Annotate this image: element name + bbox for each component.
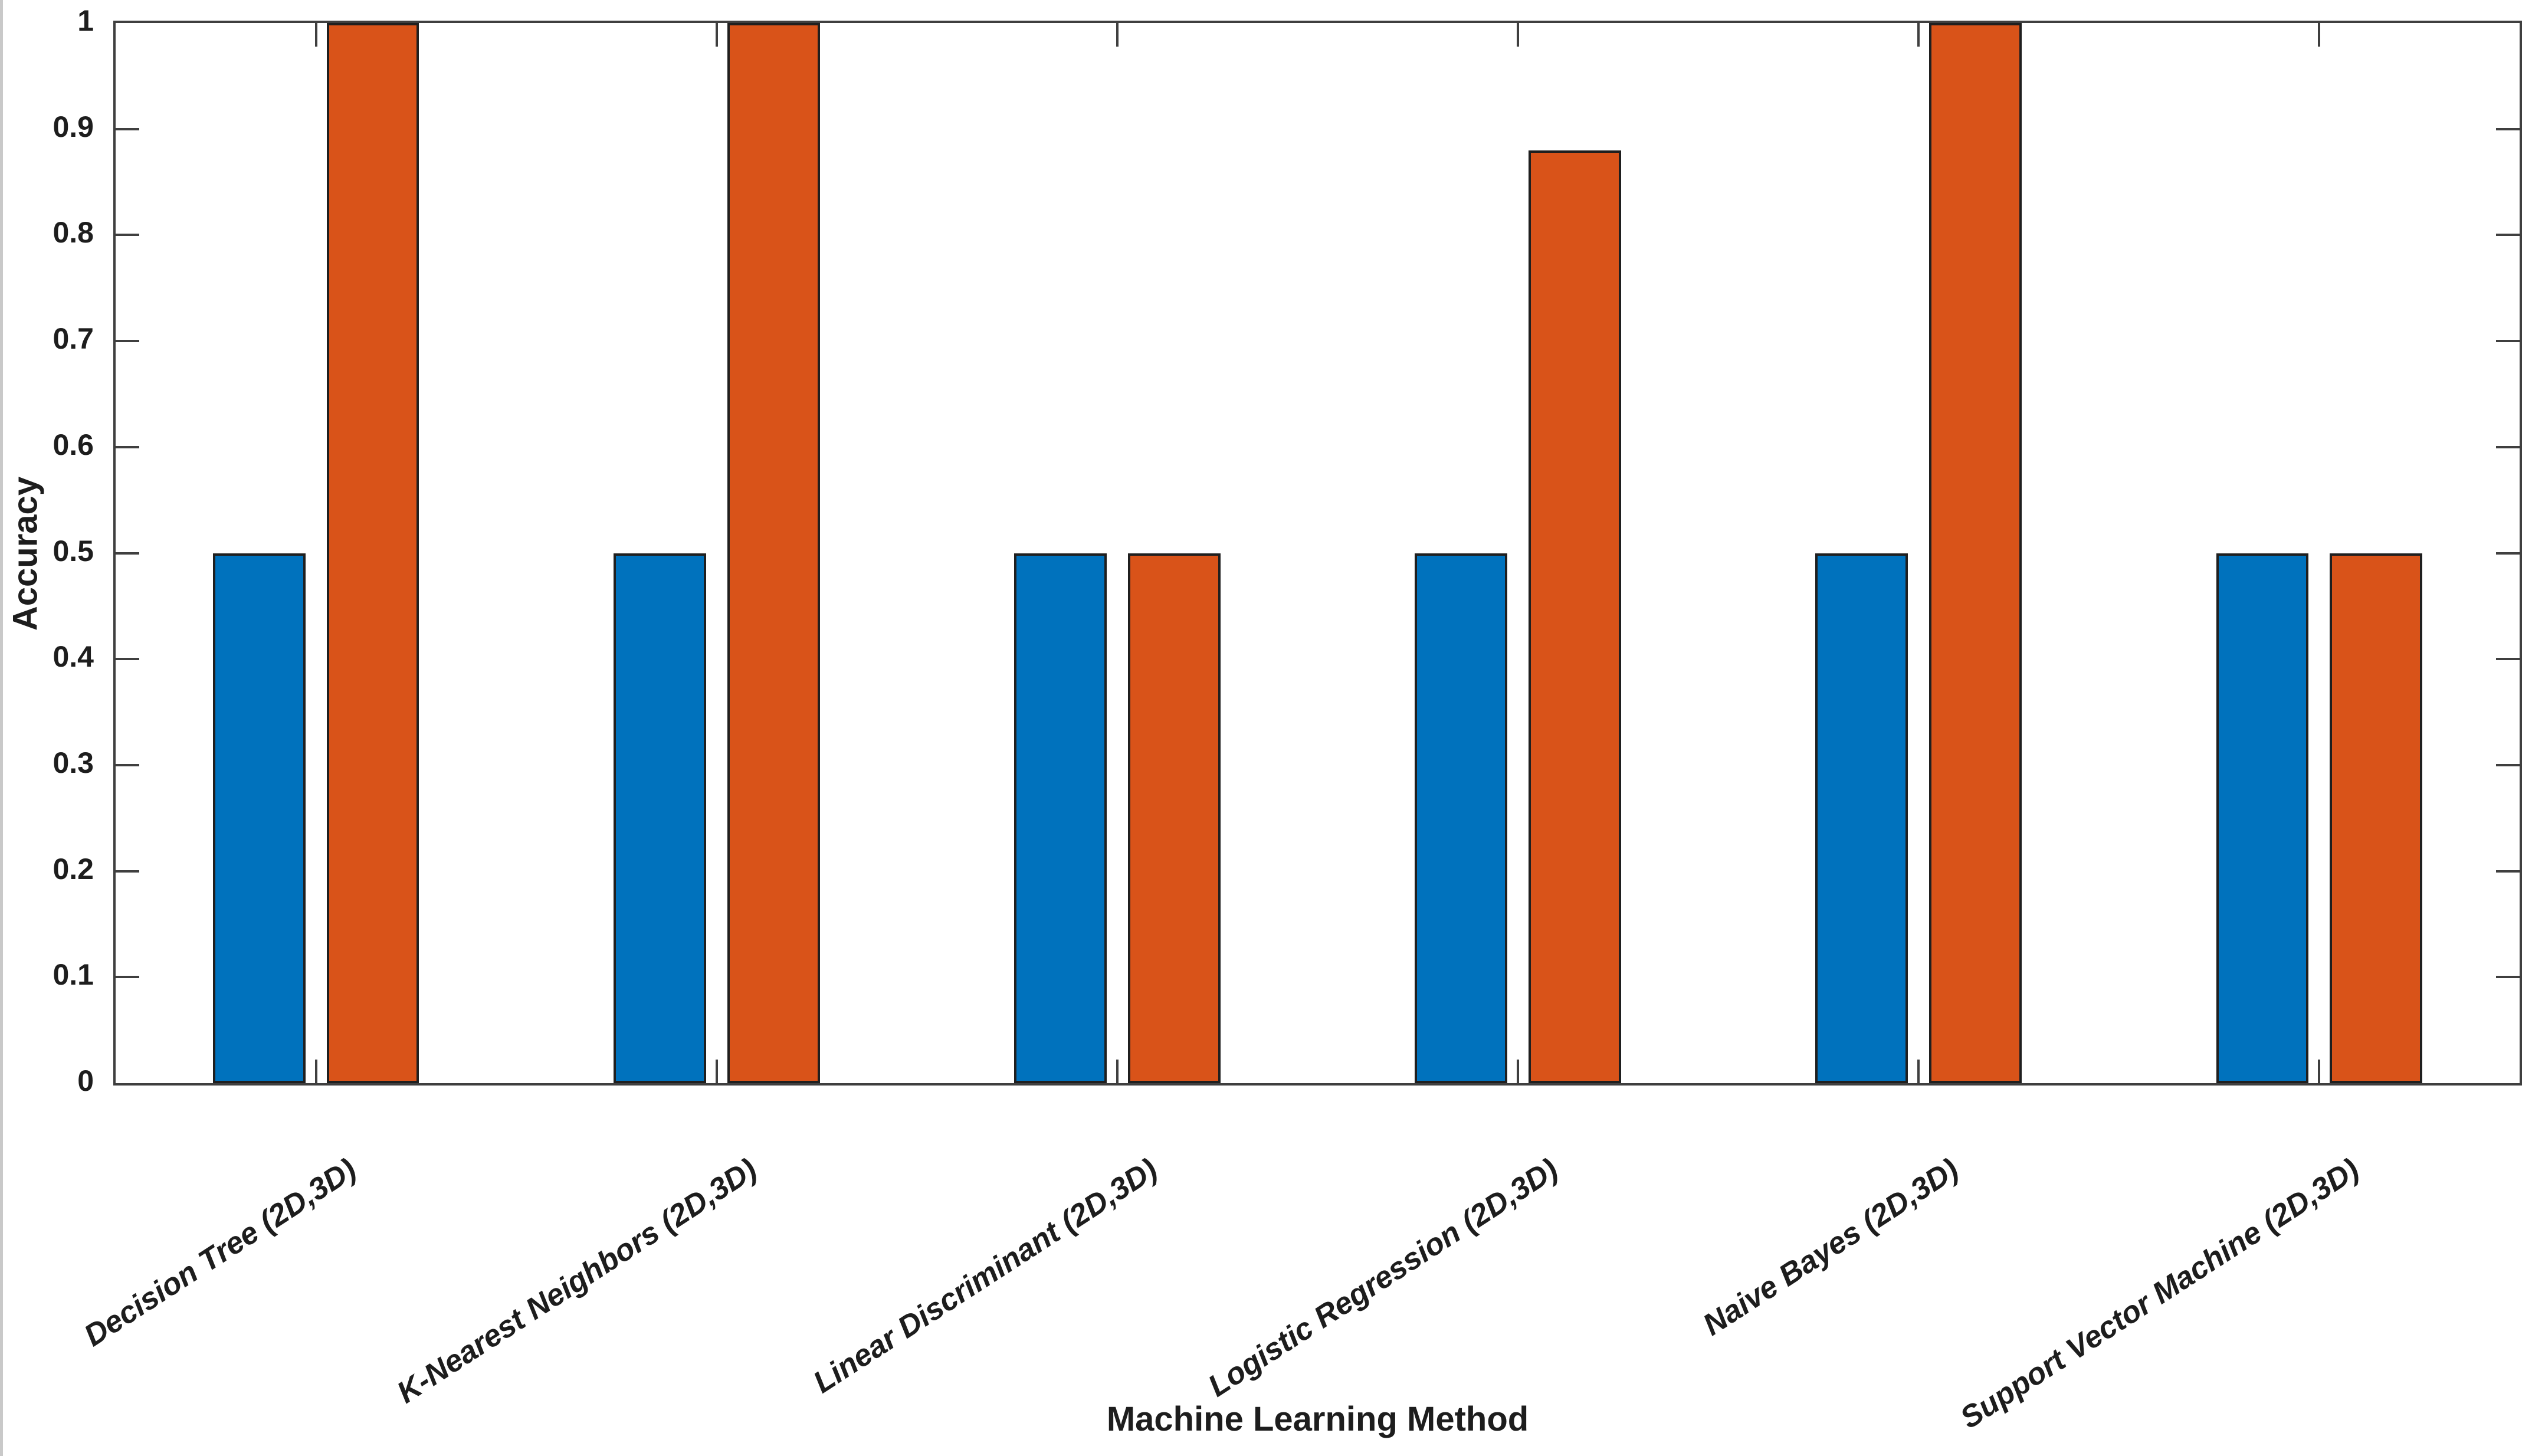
- y-tick: [116, 552, 139, 555]
- y-tick-label: 0.1: [53, 958, 94, 992]
- y-tick-label: 0.3: [53, 746, 94, 779]
- bar-2d-1: [613, 553, 706, 1083]
- x-tick: [1917, 1060, 1920, 1083]
- x-tick-top: [715, 23, 718, 47]
- bar-2d-4: [1815, 553, 1908, 1083]
- y-tick-label: 0.7: [53, 322, 94, 356]
- y-tick-right: [2496, 445, 2520, 448]
- y-tick-label: 0.6: [53, 428, 94, 461]
- y-tick: [116, 445, 139, 448]
- x-axis-label: Machine Learning Method: [1106, 1400, 1529, 1438]
- x-tick: [314, 1060, 317, 1083]
- bar-3d-1: [727, 23, 820, 1083]
- x-tick-label: K-Nearest Neighbors (2D,3D): [391, 1152, 763, 1411]
- x-tick-top: [1517, 23, 1520, 47]
- x-tick-top: [1116, 23, 1119, 47]
- y-tick-right: [2496, 763, 2520, 766]
- x-tick-label: Support Vector Machine (2D,3D): [1954, 1152, 2366, 1436]
- y-tick-right: [2496, 658, 2520, 661]
- bar-3d-0: [326, 23, 419, 1083]
- x-tick-top: [1917, 23, 1920, 47]
- bar-2d-0: [212, 553, 306, 1083]
- y-tick-label: 0: [77, 1064, 94, 1097]
- bar-3d-2: [1127, 553, 1221, 1083]
- x-tick: [2318, 1060, 2321, 1083]
- y-tick: [116, 340, 139, 343]
- y-tick: [116, 870, 139, 873]
- x-tick-label: Naive Bayes (2D,3D): [1697, 1152, 1965, 1343]
- y-tick-right: [2496, 234, 2520, 237]
- x-tick-label: Decision Tree (2D,3D): [78, 1152, 362, 1353]
- y-tick: [116, 127, 139, 130]
- bar-2d-2: [1014, 553, 1107, 1083]
- x-tick-top: [314, 23, 317, 47]
- x-tick-label: Logistic Regression (2D,3D): [1202, 1152, 1565, 1404]
- plot-area: [113, 21, 2522, 1086]
- bar-2d-5: [2216, 553, 2309, 1083]
- y-tick-right: [2496, 340, 2520, 343]
- y-tick: [116, 763, 139, 766]
- y-tick-right: [2496, 127, 2520, 130]
- y-tick-right: [2496, 976, 2520, 979]
- y-tick-right: [2496, 870, 2520, 873]
- x-tick-label: Linear Discriminant (2D,3D): [807, 1152, 1164, 1400]
- x-tick-top: [2318, 23, 2321, 47]
- y-tick: [116, 658, 139, 661]
- x-tick: [1116, 1060, 1119, 1083]
- y-tick: [116, 234, 139, 237]
- x-tick: [1517, 1060, 1520, 1083]
- y-tick-label: 0.2: [53, 852, 94, 886]
- y-tick-label: 0.8: [53, 216, 94, 250]
- y-tick-right: [2496, 552, 2520, 555]
- y-tick-label: 0.9: [53, 110, 94, 143]
- y-tick-label: 0.4: [53, 640, 94, 674]
- x-tick: [715, 1060, 718, 1083]
- y-tick-label: 1: [77, 4, 94, 37]
- y-tick-label: 0.5: [53, 534, 94, 568]
- y-tick: [116, 976, 139, 979]
- bar-2d-3: [1415, 553, 1508, 1083]
- bar-3d-4: [1929, 23, 2022, 1083]
- bar-3d-3: [1529, 150, 1621, 1083]
- bar-3d-5: [2330, 553, 2423, 1083]
